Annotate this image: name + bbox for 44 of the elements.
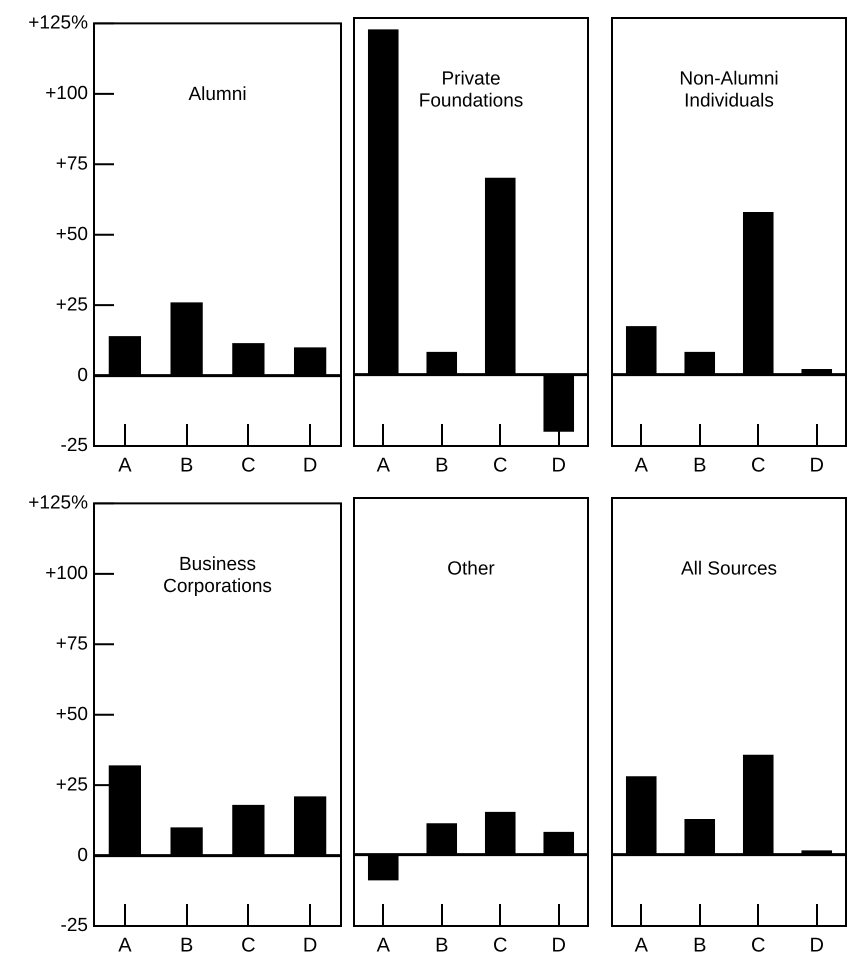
y-tick-label: +125% (28, 492, 88, 514)
x-tick-label: A (634, 454, 649, 477)
text: Alumni (188, 84, 247, 106)
x-tick-label: A (118, 934, 132, 957)
text: Business Corporations (163, 554, 272, 598)
x-tick-label: C (241, 934, 256, 957)
text: Non-Alumni Individuals (679, 68, 779, 112)
x-tick-label: B (693, 934, 706, 957)
text: Other (447, 558, 496, 580)
x-tick-label: C (493, 934, 508, 957)
x-tick-label: B (180, 454, 194, 477)
y-tick-label: +25 (56, 774, 88, 796)
y-tick-label: 0 (77, 844, 88, 866)
y-tick-label: +75 (56, 154, 88, 174)
y-tick-label: 0 (77, 364, 88, 386)
y-tick-label: +75 (56, 634, 88, 654)
x-tick-label: D (302, 934, 318, 957)
x-tick-label: A (118, 454, 132, 477)
x-tick-label: D (810, 934, 824, 957)
y-tick-label: +100 (45, 83, 88, 104)
x-tick-label: C (751, 454, 766, 477)
x-tick-label: C (241, 454, 256, 477)
x-tick-label: B (693, 454, 706, 477)
x-tick-label: D (810, 454, 824, 477)
x-tick-label: B (435, 454, 448, 477)
x-tick-label: A (376, 454, 391, 477)
y-tick-label: +125% (28, 12, 88, 34)
y-tick-label: +100 (45, 563, 88, 584)
x-tick-label: D (552, 454, 566, 477)
text: Private Foundations (418, 68, 524, 112)
y-tick-label: +25 (56, 294, 88, 316)
y-tick-label: -25 (60, 915, 88, 936)
x-tick-label: B (180, 934, 194, 957)
y-tick-label: +50 (56, 704, 88, 725)
x-tick-label: C (493, 454, 508, 477)
x-tick-label: C (751, 934, 766, 957)
x-tick-label: A (376, 934, 391, 957)
y-tick-label: +50 (56, 224, 88, 245)
x-tick-label: B (435, 934, 448, 957)
x-tick-label: A (634, 934, 649, 957)
x-tick-label: D (552, 934, 566, 957)
x-tick-label: D (302, 454, 318, 477)
text: All Sources (680, 558, 778, 580)
y-tick-label: -25 (60, 435, 88, 456)
